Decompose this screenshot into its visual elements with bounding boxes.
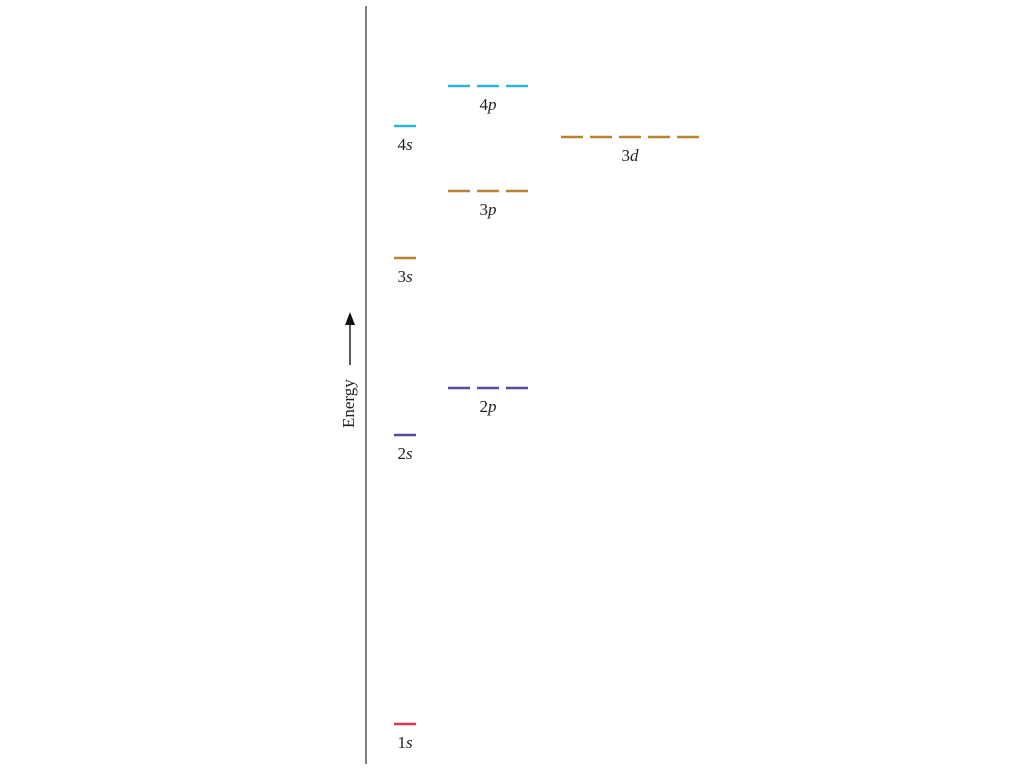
orbital-label-l: d (630, 146, 639, 165)
orbital-label-1s: 1s (397, 733, 413, 752)
orbital-label-n: 3 (397, 267, 406, 286)
orbital-label-4p: 4p (480, 95, 497, 114)
orbital-level-3d: 3d (561, 135, 699, 165)
energy-axis-label: Energy (339, 379, 358, 428)
orbital-label-3s: 3s (397, 267, 413, 286)
orbital-label-n: 3 (622, 146, 631, 165)
orbital-label-l: p (487, 200, 497, 219)
orbital-label-l: p (487, 397, 497, 416)
orbital-level-1s: 1s (394, 722, 416, 752)
energy-axis-label-group: Energy (339, 312, 358, 428)
orbital-label-n: 2 (397, 444, 406, 463)
orbital-label-3p: 3p (480, 200, 497, 219)
orbital-label-n: 3 (480, 200, 489, 219)
orbital-level-3p: 3p (448, 189, 528, 219)
orbital-label-l: s (406, 267, 413, 286)
orbital-label-l: s (406, 135, 413, 154)
orbital-level-2s: 2s (394, 433, 416, 463)
orbital-level-2p: 2p (448, 386, 528, 416)
orbital-label-l: s (406, 733, 413, 752)
orbital-label-n: 4 (480, 95, 489, 114)
energy-arrow-head (345, 312, 355, 325)
orbital-label-n: 2 (480, 397, 489, 416)
orbital-label-2s: 2s (397, 444, 413, 463)
orbital-level-4p: 4p (448, 84, 528, 114)
orbital-level-4s: 4s (394, 124, 416, 154)
orbital-label-l: s (406, 444, 413, 463)
orbital-label-n: 1 (397, 733, 406, 752)
orbital-level-3s: 3s (394, 256, 416, 286)
orbital-label-3d: 3d (622, 146, 640, 165)
orbital-label-l: p (487, 95, 497, 114)
orbital-label-2p: 2p (480, 397, 497, 416)
orbital-label-n: 4 (397, 135, 406, 154)
orbital-label-4s: 4s (397, 135, 413, 154)
